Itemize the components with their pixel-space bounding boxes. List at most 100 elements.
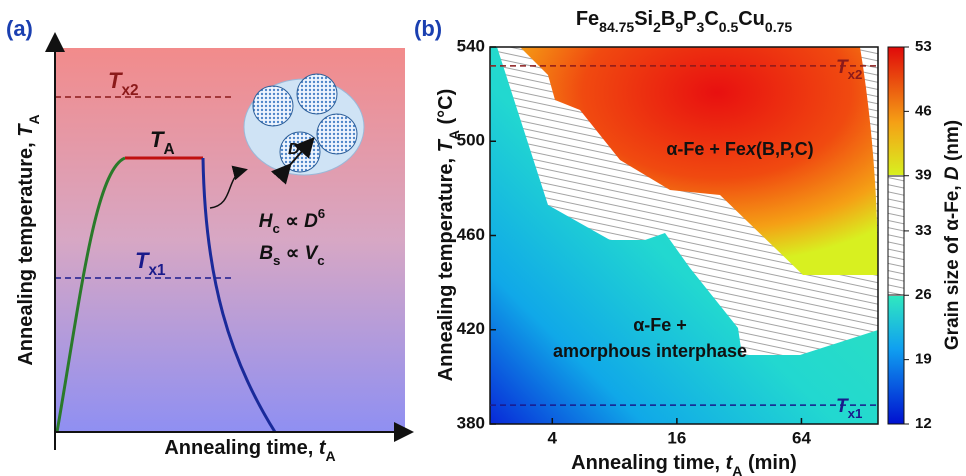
colorbar-tick-label: 26 bbox=[915, 286, 932, 303]
reference-label: Tx2 bbox=[836, 57, 862, 82]
fe-boride-region bbox=[520, 47, 878, 275]
level-label-part: T bbox=[150, 127, 165, 152]
colorbar-label-part: (nm) bbox=[942, 120, 963, 166]
relation-part: ∝ bbox=[280, 211, 304, 232]
colorbar-hatch bbox=[887, 175, 905, 296]
x-tick-label: 16 bbox=[667, 428, 686, 447]
x-axis-label: Annealing time, tA bbox=[164, 437, 335, 463]
reference-label-part: T bbox=[836, 396, 849, 417]
level-label: Tx1 bbox=[135, 248, 166, 279]
chart-title-part: Cu bbox=[738, 8, 765, 30]
cooling-curve bbox=[201, 157, 277, 433]
annotation: amorphous interphase bbox=[553, 341, 747, 361]
chart-title-part: 84.75 bbox=[599, 19, 634, 35]
level-label-part: T bbox=[135, 248, 150, 273]
reference-label-part: x1 bbox=[848, 406, 863, 421]
reference-label: Tx1 bbox=[836, 396, 863, 421]
level-label-part: T bbox=[108, 68, 123, 93]
relation-part: V bbox=[305, 243, 319, 264]
x-tick-label: 4 bbox=[548, 428, 558, 447]
relation: Bs ∝ Vc bbox=[259, 243, 324, 268]
y-axis-label-part: A bbox=[26, 114, 42, 124]
relation-part: c bbox=[317, 253, 324, 268]
chart-title: Fe84.75Si2B9P3C0.5Cu0.75 bbox=[576, 8, 793, 34]
diameter-arrow bbox=[270, 137, 315, 185]
x-axis-label-part: A bbox=[326, 448, 336, 464]
relation-part: H bbox=[259, 211, 274, 232]
y-axis-label-part: Annealing temperature, bbox=[435, 152, 457, 381]
relation-part: ∝ bbox=[280, 243, 304, 264]
level-label: Tx2 bbox=[108, 68, 139, 99]
x-axis-label: Annealing time, tA (min) bbox=[571, 452, 797, 476]
colorbar-label-part: D bbox=[942, 166, 963, 180]
colorbar-tick-label: 33 bbox=[915, 222, 932, 239]
colorbar-tick-label: 19 bbox=[915, 351, 932, 368]
x-tick-label: 64 bbox=[792, 428, 811, 447]
x-axis-label-part: t bbox=[319, 437, 327, 459]
colorbar-label-part: Grain size of α-Fe, bbox=[942, 180, 963, 350]
colorbar-label: Grain size of α-Fe, D (nm) bbox=[942, 120, 963, 350]
chart-title-part: Fe bbox=[576, 8, 599, 30]
annotation-part: x bbox=[745, 139, 757, 159]
relation-part: D bbox=[304, 211, 318, 232]
relation-part: s bbox=[273, 253, 280, 268]
x-axis-label-part: t bbox=[726, 452, 734, 474]
level-label: TA bbox=[150, 127, 175, 158]
panel-label: (a) bbox=[6, 16, 33, 41]
level-label-part: x2 bbox=[121, 82, 138, 99]
amorphous-region bbox=[490, 47, 878, 424]
annotation-part: (B,P,C) bbox=[756, 139, 814, 159]
annotation: α-Fe + Fex(B,P,C) bbox=[666, 139, 813, 159]
y-axis-label-part: (°C) bbox=[435, 89, 457, 130]
colorbar-tick-label: 46 bbox=[915, 102, 932, 119]
chart-title-part: 3 bbox=[697, 19, 705, 35]
level-label-part: A bbox=[163, 141, 174, 158]
colorbar-tick-label: 39 bbox=[915, 167, 932, 184]
y-axis-label-part: T bbox=[435, 138, 457, 152]
panel-label: (b) bbox=[414, 16, 442, 41]
inset-pointer bbox=[209, 165, 248, 209]
chart-title-part: 9 bbox=[675, 19, 683, 35]
grain bbox=[296, 73, 338, 115]
grain bbox=[316, 113, 358, 155]
heating-curve bbox=[55, 156, 126, 433]
level-label-part: x1 bbox=[148, 262, 166, 279]
chart-title-part: 0.75 bbox=[765, 19, 792, 35]
reference-label-part: T bbox=[836, 57, 849, 78]
annotation: α-Fe + bbox=[633, 315, 687, 335]
x-axis-label-part: A bbox=[732, 463, 742, 476]
relation-part: 6 bbox=[318, 206, 325, 221]
x-axis-label-part: Annealing time, bbox=[164, 437, 318, 459]
inset-label: D bbox=[288, 141, 300, 158]
chart-title-part: B bbox=[661, 8, 675, 30]
y-tick-label: 460 bbox=[457, 225, 485, 244]
chart-title-part: Si bbox=[634, 8, 653, 30]
relation-part: B bbox=[259, 243, 273, 264]
relation: Hc ∝ D6 bbox=[259, 206, 325, 236]
y-tick-label: 380 bbox=[457, 413, 485, 432]
y-axis-label-part: A bbox=[446, 130, 462, 140]
relation-part: c bbox=[273, 221, 280, 236]
reference-label-part: x2 bbox=[848, 67, 863, 82]
y-tick-label: 500 bbox=[457, 131, 485, 150]
annotation-part: α-Fe + bbox=[633, 315, 687, 335]
y-tick-label: 420 bbox=[457, 319, 485, 338]
annotation-part: amorphous interphase bbox=[553, 341, 747, 361]
y-axis-label: Annealing temperature, TA bbox=[15, 114, 41, 365]
y-axis-label-part: Annealing temperature, bbox=[15, 137, 37, 366]
chart-title-part: C bbox=[704, 8, 718, 30]
chart-title-part: 0.5 bbox=[719, 19, 739, 35]
y-axis-label: Annealing temperature, TA (°C) bbox=[435, 89, 461, 382]
chart-title-part: 2 bbox=[653, 19, 661, 35]
annotation-part: α-Fe + Fe bbox=[666, 139, 746, 159]
colorbar-tick-label: 12 bbox=[915, 415, 932, 432]
x-axis-label-part: (min) bbox=[742, 452, 796, 474]
y-axis-label-part: T bbox=[15, 123, 37, 137]
grain bbox=[279, 131, 321, 173]
x-axis-label-part: Annealing time, bbox=[571, 452, 725, 474]
chart-title-part: P bbox=[683, 8, 696, 30]
grain bbox=[252, 85, 294, 127]
colorbar-tick-label: 53 bbox=[915, 38, 932, 55]
y-tick-label: 540 bbox=[457, 36, 485, 55]
